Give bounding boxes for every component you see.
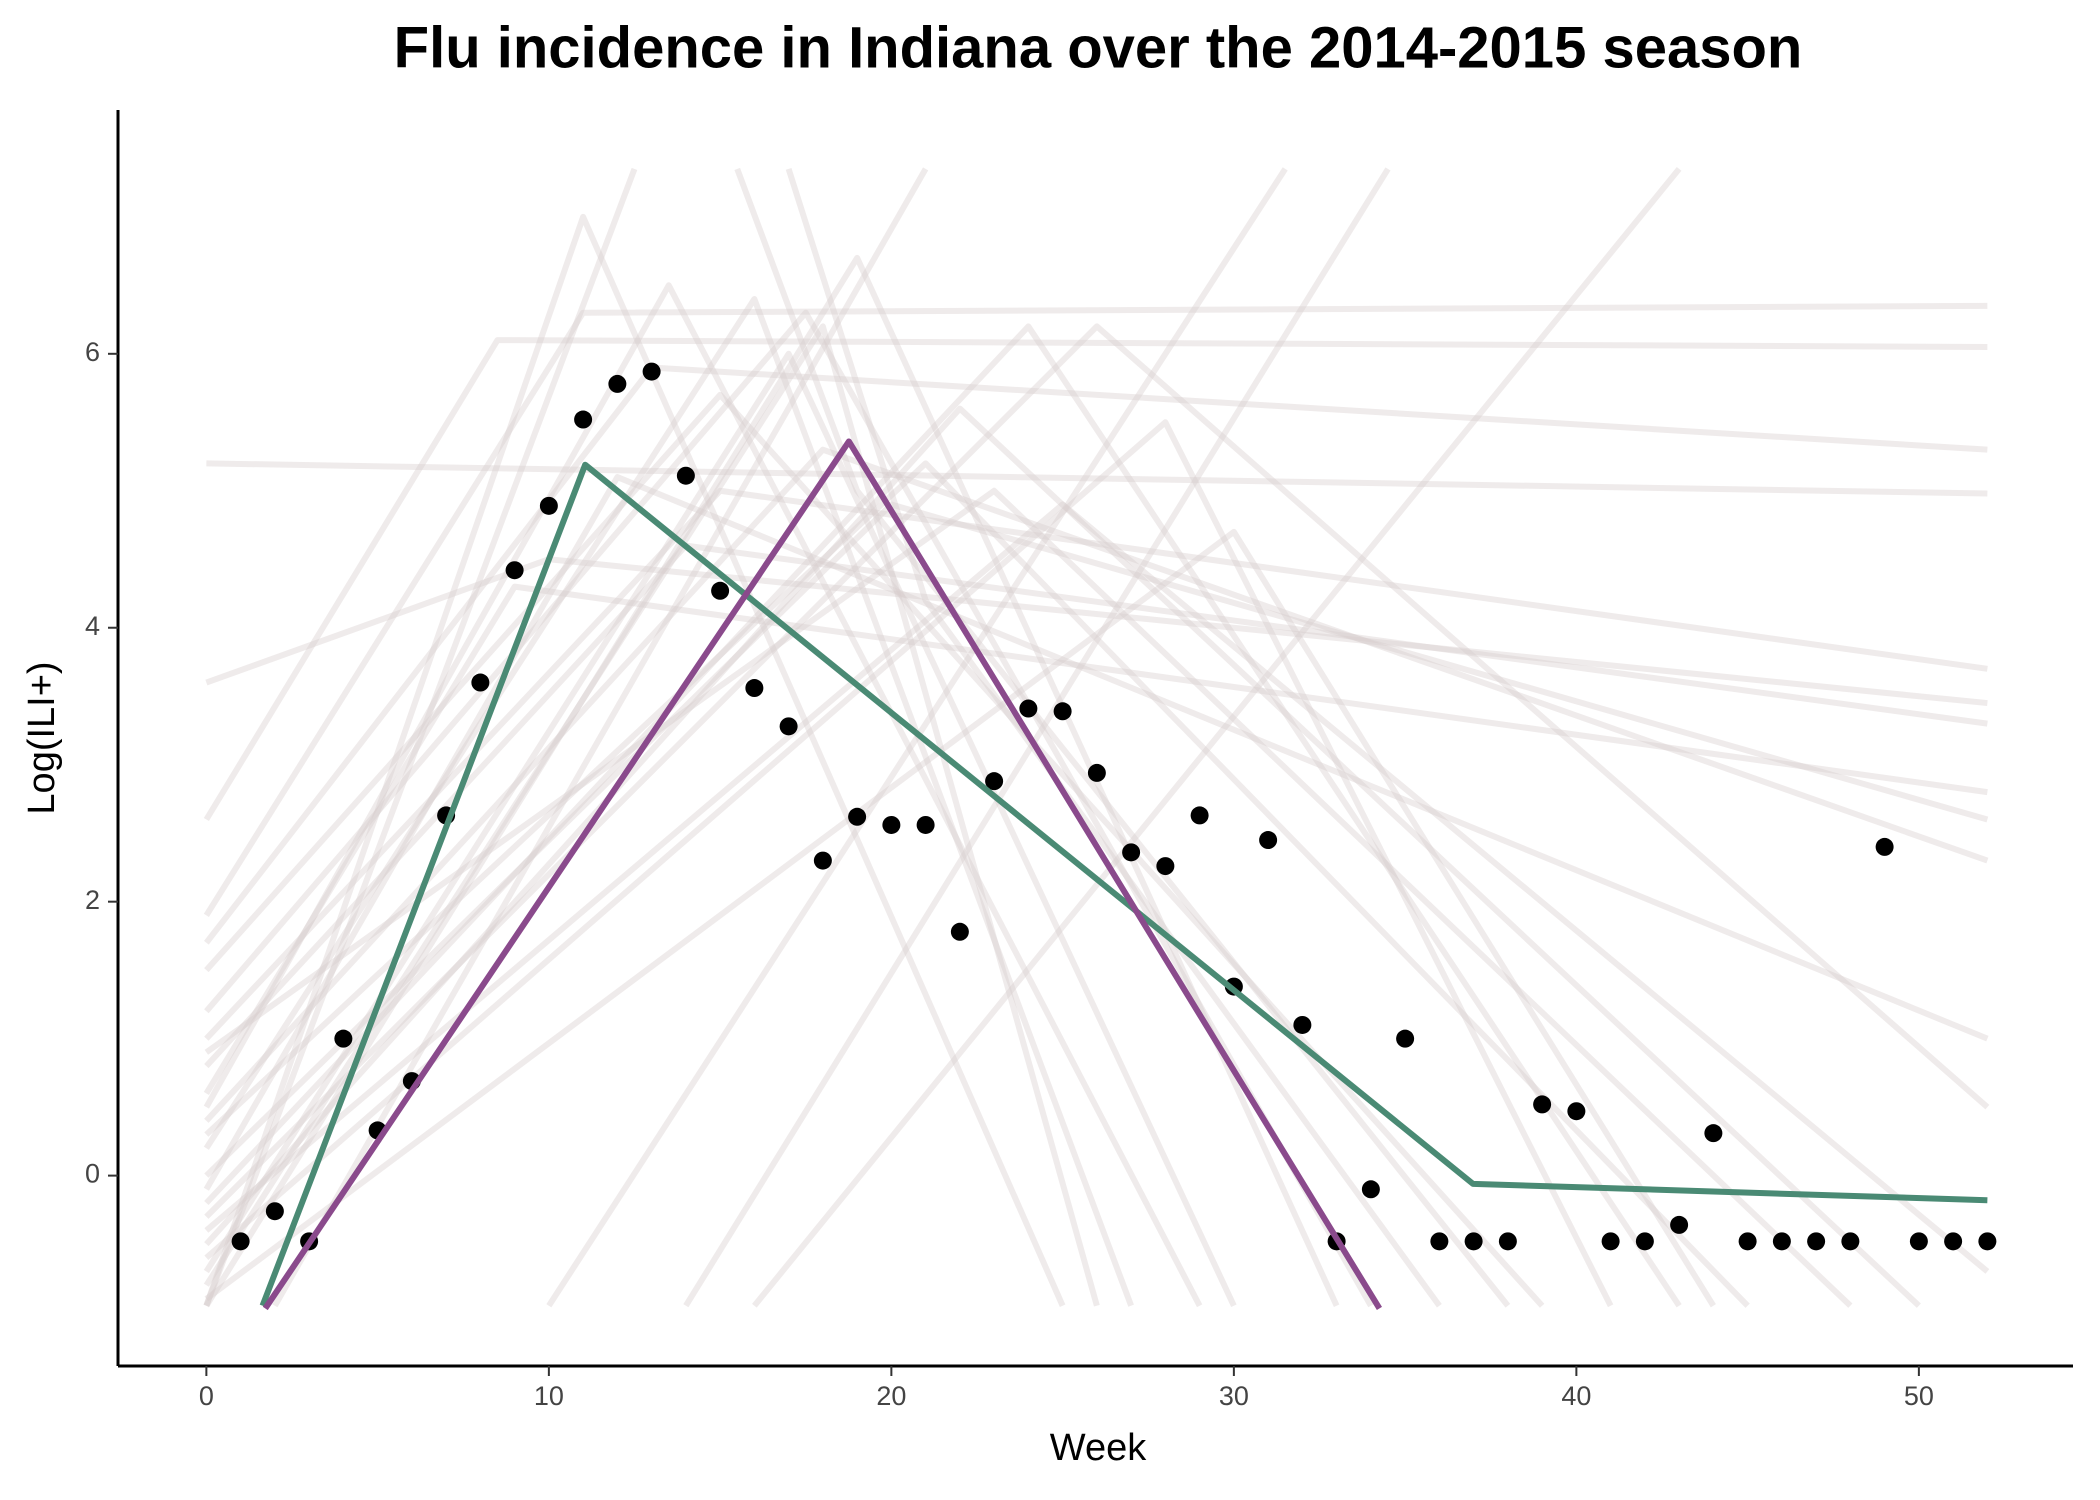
data-point <box>916 815 935 834</box>
y-tick-label: 2 <box>85 885 100 915</box>
data-point <box>1704 1124 1723 1143</box>
data-point <box>1841 1232 1860 1251</box>
ensemble-line <box>204 419 1614 1308</box>
data-point <box>745 679 764 698</box>
ensemble-line <box>206 460 1988 497</box>
data-point <box>231 1232 250 1251</box>
ensemble-line <box>203 282 1203 1308</box>
ensemble-line <box>204 446 1989 1123</box>
data-point <box>1567 1102 1586 1121</box>
data-point <box>1053 702 1072 721</box>
ensemble-line <box>204 405 1921 1308</box>
data-point <box>1807 1232 1826 1251</box>
data-point <box>642 362 661 381</box>
ensemble-line <box>203 167 638 1307</box>
data-point <box>950 922 969 941</box>
data-point <box>1944 1232 1963 1251</box>
ensemble-line <box>204 323 1682 1308</box>
ensemble-line <box>204 323 1990 1219</box>
ensemble-line <box>203 323 1100 1307</box>
data-point <box>1361 1180 1380 1199</box>
ensemble-line <box>204 487 1853 1308</box>
data-point <box>1396 1029 1415 1048</box>
ensemble-line <box>203 583 1988 1095</box>
data-point <box>1533 1095 1552 1114</box>
ensemble-line <box>203 254 1340 1308</box>
data-point <box>1156 857 1175 876</box>
data-point <box>1190 806 1209 825</box>
ensemble-line <box>204 501 1990 1274</box>
data-point <box>574 410 593 429</box>
data-point <box>471 673 490 692</box>
data-point <box>1019 699 1038 718</box>
y-axis-label: Log(ILI+) <box>21 661 63 814</box>
data-point <box>1087 763 1106 782</box>
data-point <box>1909 1232 1928 1251</box>
x-tick-label: 30 <box>1219 1381 1249 1411</box>
data-point <box>985 772 1004 791</box>
ensemble-line <box>683 167 1391 1308</box>
data-point <box>608 374 627 393</box>
data-point <box>334 1029 353 1048</box>
x-tick-label: 10 <box>534 1381 564 1411</box>
data-point <box>1738 1232 1757 1251</box>
chart-title: Flu incidence in Indiana over the 2014-2… <box>394 15 1803 80</box>
x-tick-label: 50 <box>1904 1381 1934 1411</box>
data-point <box>813 851 832 870</box>
data-point <box>1601 1232 1620 1251</box>
data-point <box>779 717 798 736</box>
data-point <box>265 1202 284 1221</box>
ensemble-line <box>204 391 1545 1308</box>
ensemble-line <box>204 309 1374 1308</box>
x-tick-label: 40 <box>1561 1381 1591 1411</box>
data-point <box>676 466 695 485</box>
data-point <box>711 581 730 600</box>
ensemble-line <box>203 213 1066 1307</box>
ensemble-line <box>203 350 1237 1308</box>
fit-line <box>262 438 1382 1311</box>
data-point <box>1430 1232 1449 1251</box>
ensemble-line <box>752 167 1682 1308</box>
ensemble-line <box>204 542 1988 1069</box>
data-point <box>1122 843 1141 862</box>
y-tick-label: 6 <box>85 337 100 367</box>
data-point <box>539 496 558 515</box>
data-point <box>848 807 867 826</box>
ensemble-line <box>203 296 1134 1307</box>
ensemble-line <box>204 487 1988 1041</box>
x-tick-label: 20 <box>876 1381 906 1411</box>
ensemble-line <box>204 528 1716 1308</box>
data-point <box>882 815 901 834</box>
x-tick-label: 0 <box>199 1381 214 1411</box>
data-point <box>505 561 524 580</box>
ensemble-line <box>203 474 1989 1191</box>
data-point <box>1293 1015 1312 1034</box>
ensemble-line <box>204 501 1989 1178</box>
data-point <box>1875 837 1894 856</box>
data-point <box>1635 1232 1654 1251</box>
data-point <box>1670 1215 1689 1234</box>
data-point <box>1772 1232 1791 1251</box>
ensemble-line <box>204 460 1750 1308</box>
ensemble-line <box>272 167 929 1308</box>
ensemble-line <box>203 302 1988 917</box>
data-point <box>1498 1232 1517 1251</box>
data-point <box>1978 1232 1997 1251</box>
ensemble-line <box>203 337 1988 822</box>
data-point <box>1464 1232 1483 1251</box>
x-axis-label: Week <box>1050 1427 1147 1469</box>
y-tick-label: 4 <box>85 611 100 641</box>
data-point <box>1259 831 1278 850</box>
fit-line <box>259 461 1988 1307</box>
y-tick-label: 0 <box>85 1159 100 1189</box>
ensemble-line <box>785 167 1442 1308</box>
